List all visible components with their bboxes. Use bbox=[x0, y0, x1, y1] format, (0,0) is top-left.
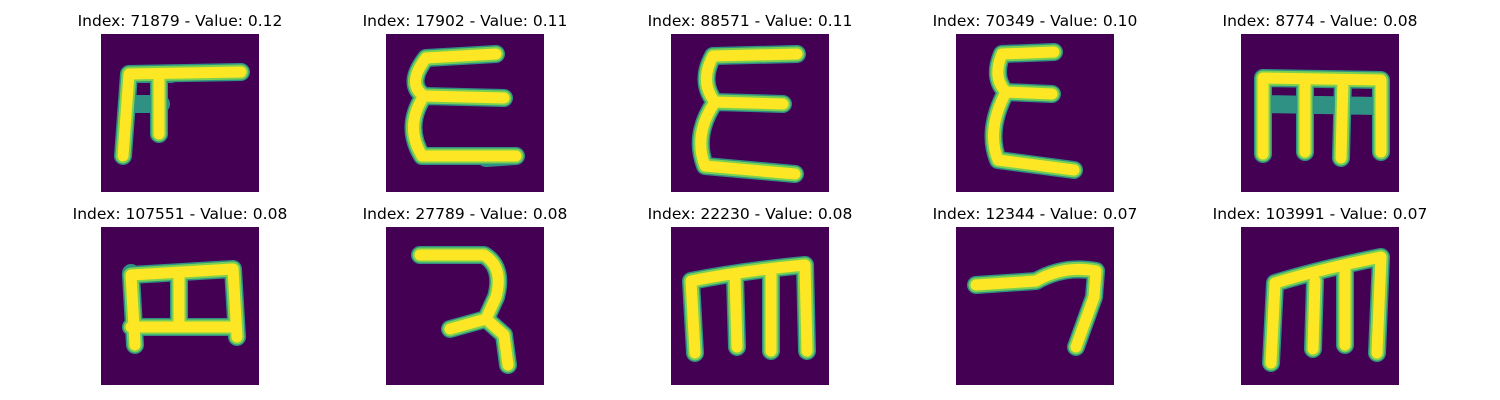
panel-title: Index: 70349 - Value: 0.10 bbox=[932, 12, 1138, 30]
sample-panel: Index: 8774 - Value: 0.08 bbox=[1175, 12, 1465, 197]
glyph-image bbox=[671, 34, 829, 192]
sample-panel: Index: 88571 - Value: 0.11 bbox=[605, 12, 895, 197]
panel-title: Index: 88571 - Value: 0.11 bbox=[647, 12, 853, 30]
glyph-image bbox=[386, 227, 544, 385]
panel-title: Index: 107551 - Value: 0.08 bbox=[72, 205, 288, 223]
glyph-image bbox=[101, 34, 259, 192]
sample-panel: Index: 22230 - Value: 0.08 bbox=[605, 205, 895, 390]
panel-title: Index: 8774 - Value: 0.08 bbox=[1222, 12, 1418, 30]
glyph-image bbox=[671, 227, 829, 385]
panel-title: Index: 17902 - Value: 0.11 bbox=[362, 12, 568, 30]
glyph-image bbox=[386, 34, 544, 192]
sample-panel: Index: 27789 - Value: 0.08 bbox=[320, 205, 610, 390]
glyph-image bbox=[101, 227, 259, 385]
panel-title: Index: 27789 - Value: 0.08 bbox=[362, 205, 568, 223]
sample-panel: Index: 12344 - Value: 0.07 bbox=[890, 205, 1180, 390]
glyph-image bbox=[956, 227, 1114, 385]
panel-title: Index: 103991 - Value: 0.07 bbox=[1212, 205, 1428, 223]
sample-panel: Index: 71879 - Value: 0.12 bbox=[35, 12, 325, 197]
sample-panel: Index: 103991 - Value: 0.07 bbox=[1175, 205, 1465, 390]
sample-panel: Index: 70349 - Value: 0.10 bbox=[890, 12, 1180, 197]
glyph-image bbox=[1241, 34, 1399, 192]
sample-panel: Index: 17902 - Value: 0.11 bbox=[320, 12, 610, 197]
glyph-image bbox=[956, 34, 1114, 192]
sample-panel: Index: 107551 - Value: 0.08 bbox=[35, 205, 325, 390]
panel-title: Index: 71879 - Value: 0.12 bbox=[77, 12, 283, 30]
panel-title: Index: 12344 - Value: 0.07 bbox=[932, 205, 1138, 223]
panel-title: Index: 22230 - Value: 0.08 bbox=[647, 205, 853, 223]
glyph-image bbox=[1241, 227, 1399, 385]
